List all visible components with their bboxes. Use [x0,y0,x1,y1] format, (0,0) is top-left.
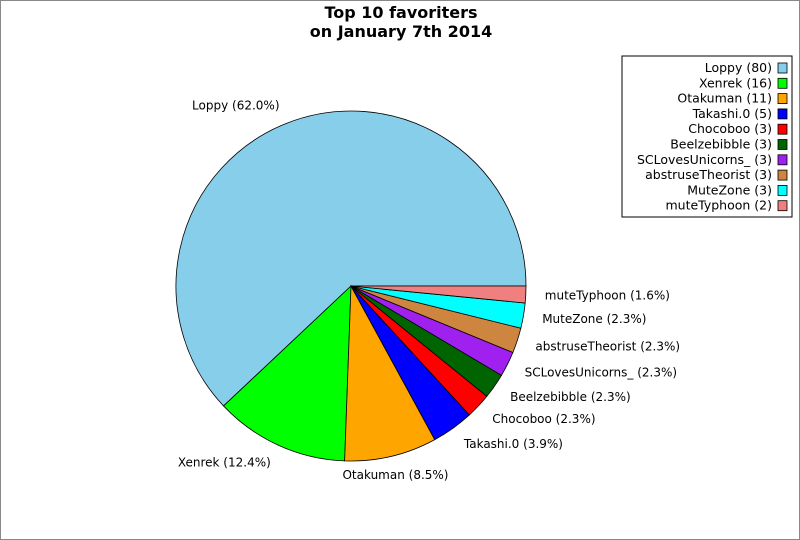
slice-label-loppy: Loppy (62.0%) [192,99,279,113]
legend-label-sclovesunicorns-: SCLovesUnicorns_ (3) [637,152,772,167]
legend-label-otakuman: Otakuman (11) [677,91,772,106]
legend-swatch-mutetyphoon [777,200,788,212]
slice-label-mutetyphoon: muteTyphoon (1.6%) [545,288,670,302]
pie-slice-otakuman [344,284,436,462]
legend-label-loppy: Loppy (80) [705,60,772,75]
slice-label-beelzebibble: Beelzebibble (2.3%) [510,390,631,404]
legend-label-abstrusetheorist: abstruseTheorist (3) [645,167,772,182]
pie-slice-loppy [175,110,527,407]
legend-swatch-xenrek [777,77,788,89]
legend-swatch-chocoboo [777,123,788,135]
legend-box [621,55,793,218]
slice-label-mutezone: MuteZone (2.3%) [542,312,646,326]
pie-slice-xenrek [222,285,352,462]
legend-swatch-beelzebibble [777,139,788,150]
legend-swatch-sclovesunicorns- [777,154,788,166]
pie-slice-mutetyphoon [350,285,527,304]
legend-label-takashi-0: Takashi.0 (5) [692,106,772,121]
legend-swatch-takashi-0 [777,108,788,120]
slice-label-abstrusetheorist: abstruseTheorist (2.3%) [535,339,680,353]
legend-swatch-loppy [777,62,788,74]
slice-labels: Loppy (62.0%) Xenrek (12.4%) Otakuman (8.5… [178,99,680,482]
chart-title-line-1: Top 10 favoriters [324,3,477,22]
legend-swatch-otakuman [777,93,788,104]
legend: Loppy (80)Xenrek (16)Otakuman (11)Takash… [621,55,793,218]
legend-label-chocoboo: Chocoboo (3) [688,121,772,136]
legend-label-mutezone: MuteZone (3) [687,182,772,197]
legend-swatch-mutezone [777,184,788,196]
slice-label-takashi-0: Takashi.0 (3.9%) [463,437,563,451]
legend-swatch-abstrusetheorist [777,169,788,181]
legend-label-beelzebibble: Beelzebibble (3) [670,137,772,152]
chart-title-line-2: on January 7th 2014 [310,22,492,41]
slice-label-chocoboo: Chocoboo (2.3%) [492,412,595,426]
slice-label-otakuman: Otakuman (8.5%) [342,468,448,482]
pie-slices [175,110,527,462]
legend-label-xenrek: Xenrek (16) [699,75,772,90]
slice-label-sclovesunicorns-: SCLovesUnicorns_ (2.3%) [525,366,677,380]
legend-label-mutetyphoon: muteTyphoon (2) [665,198,772,213]
slice-label-xenrek: Xenrek (12.4%) [178,456,271,470]
